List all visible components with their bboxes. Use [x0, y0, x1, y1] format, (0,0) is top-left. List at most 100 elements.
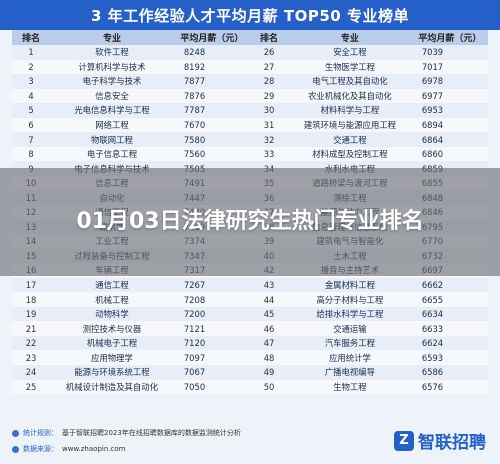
cell-major-left: 软件工程	[50, 45, 174, 60]
table-row: 23 应用物理学 7097 48 应用统计学 6593	[12, 350, 488, 366]
cell-salary-right: 6953	[411, 103, 488, 118]
cell-rank-left: 17	[12, 277, 51, 293]
table-row: 22 机械电子工程 7120 47 汽车服务工程 6624	[12, 335, 488, 351]
cell-rank-right: 48	[249, 350, 289, 366]
cell-rank-right: 29	[249, 88, 289, 104]
cell-major-right: 建筑环境与能源应用工程	[288, 117, 412, 133]
note-statistics-label: 统计规则：	[23, 429, 58, 437]
note-statistics: 统计规则： 基于智联招聘2023年在线招聘数据库的数据监测统计分析	[12, 428, 241, 438]
header-rank-left: 排名	[12, 30, 51, 45]
cell-major-right: 材料科学与工程	[288, 103, 412, 118]
cell-major-right: 材料成型及控制工程	[288, 146, 412, 162]
note-statistics-text: 基于智联招聘2023年在线招聘数据库的数据监测统计分析	[62, 429, 241, 437]
cell-salary-left: 7097	[173, 350, 250, 366]
cell-rank-left: 22	[12, 335, 51, 351]
cell-salary-left: 7200	[173, 306, 250, 322]
cell-salary-left: 7121	[173, 321, 250, 336]
cell-rank-right: 28	[249, 74, 289, 89]
cell-major-left: 机械设计制造及其自动化	[50, 379, 174, 395]
cell-rank-left: 23	[12, 350, 51, 366]
cell-rank-right: 43	[249, 277, 289, 293]
cell-rank-right: 46	[249, 321, 289, 336]
cell-salary-right: 6894	[411, 117, 488, 133]
cell-rank-left: 8	[12, 146, 51, 162]
cell-major-right: 汽车服务工程	[288, 335, 412, 351]
table-row: 3 电子科学与技术 7877 28 电气工程及其自动化 6978	[12, 74, 488, 89]
cell-major-right: 生物工程	[288, 379, 412, 395]
cell-salary-right: 6662	[411, 277, 488, 293]
cell-rank-left: 25	[12, 379, 51, 395]
cell-rank-right: 33	[249, 146, 289, 162]
cell-rank-left: 7	[12, 132, 51, 147]
table-row: 19 动物科学 7200 45 给排水科学与工程 6634	[12, 306, 488, 322]
cell-salary-right: 6864	[411, 132, 488, 147]
cell-major-left: 光电信息科学与工程	[50, 103, 174, 118]
cell-salary-left: 7050	[173, 379, 250, 395]
table-row: 24 能源与环境系统工程 7067 49 广播电视编导 6586	[12, 365, 488, 380]
cell-rank-left: 18	[12, 292, 51, 307]
cell-major-left: 机械工程	[50, 292, 174, 307]
table-row: 1 软件工程 8248 26 安全工程 7039	[12, 45, 488, 60]
cell-salary-right: 6860	[411, 146, 488, 162]
table-row: 18 机械工程 7208 44 高分子材料与工程 6655	[12, 292, 488, 307]
bullet-icon	[12, 445, 19, 453]
cell-major-right: 农业机械化及其自动化	[288, 88, 412, 104]
table-row: 21 测控技术与仪器 7121 46 交通运输 6633	[12, 321, 488, 336]
cell-major-right: 电气工程及其自动化	[288, 74, 412, 89]
cell-rank-right: 50	[249, 379, 289, 395]
table-row: 4 信息安全 7876 29 农业机械化及其自动化 6977	[12, 88, 488, 104]
cell-salary-left: 7067	[173, 365, 250, 380]
cell-rank-right: 26	[249, 45, 289, 60]
cell-major-left: 信息安全	[50, 88, 174, 104]
headline-text: 01月03日法律研究生热门专业排名	[76, 209, 424, 234]
cell-major-left: 能源与环境系统工程	[50, 365, 174, 380]
cell-salary-left: 7267	[173, 277, 250, 293]
note-source-text: www.zhaopin.com	[62, 445, 126, 453]
cell-major-right: 广播电视编导	[288, 365, 412, 380]
banner-title: 3 年工作经验人才平均月薪 TOP50 专业榜单	[0, 0, 500, 30]
cell-rank-right: 31	[249, 117, 289, 133]
cell-rank-left: 2	[12, 59, 51, 75]
cell-salary-left: 7120	[173, 335, 250, 351]
cell-major-right: 高分子材料与工程	[288, 292, 412, 307]
cell-major-right: 生物医学工程	[288, 59, 412, 75]
cell-salary-right: 6624	[411, 335, 488, 351]
cell-major-right: 交通工程	[288, 132, 412, 147]
cell-salary-right: 6586	[411, 365, 488, 380]
cell-salary-right: 6633	[411, 321, 488, 336]
cell-major-left: 网络工程	[50, 117, 174, 133]
table-row: 7 物联网工程 7580 32 交通工程 6864	[12, 132, 488, 147]
cell-salary-right: 6576	[411, 379, 488, 395]
headline-overlay: 01月03日法律研究生热门专业排名	[0, 168, 500, 276]
cell-major-left: 电子信息工程	[50, 146, 174, 162]
cell-rank-right: 44	[249, 292, 289, 307]
cell-major-right: 应用统计学	[288, 350, 412, 366]
cell-salary-right: 6978	[411, 74, 488, 89]
bullet-icon	[12, 429, 19, 437]
table-row: 8 电子信息工程 7560 33 材料成型及控制工程 6860	[12, 146, 488, 162]
cell-rank-right: 49	[249, 365, 289, 380]
cell-major-left: 物联网工程	[50, 132, 174, 147]
note-source: 数据来源： www.zhaopin.com	[12, 444, 125, 454]
cell-salary-left: 7580	[173, 132, 250, 147]
cell-rank-right: 27	[249, 59, 289, 75]
table-row: 2 计算机科学与技术 8192 27 生物医学工程 7017	[12, 59, 488, 75]
cell-salary-left: 7560	[173, 146, 250, 162]
cell-major-left: 电子科学与技术	[50, 74, 174, 89]
cell-rank-left: 21	[12, 321, 51, 336]
cell-salary-left: 8248	[173, 45, 250, 60]
table-row: 17 通信工程 7267 43 金属材料工程 6662	[12, 277, 488, 293]
cell-major-left: 机械电子工程	[50, 335, 174, 351]
cell-major-right: 给排水科学与工程	[288, 306, 412, 322]
table-header-row: 排名 专业 平均月薪（元） 排名 专业 平均月薪（元）	[12, 30, 488, 45]
cell-rank-left: 4	[12, 88, 51, 104]
cell-rank-right: 32	[249, 132, 289, 147]
cell-major-left: 通信工程	[50, 277, 174, 293]
cell-salary-left: 8192	[173, 59, 250, 75]
note-source-label: 数据来源：	[23, 445, 58, 453]
header-major-right: 专业	[288, 30, 412, 45]
cell-rank-left: 5	[12, 103, 51, 118]
cell-salary-right: 6634	[411, 306, 488, 322]
cell-major-right: 交通运输	[288, 321, 412, 336]
table-row: 6 网络工程 7670 31 建筑环境与能源应用工程 6894	[12, 117, 488, 133]
